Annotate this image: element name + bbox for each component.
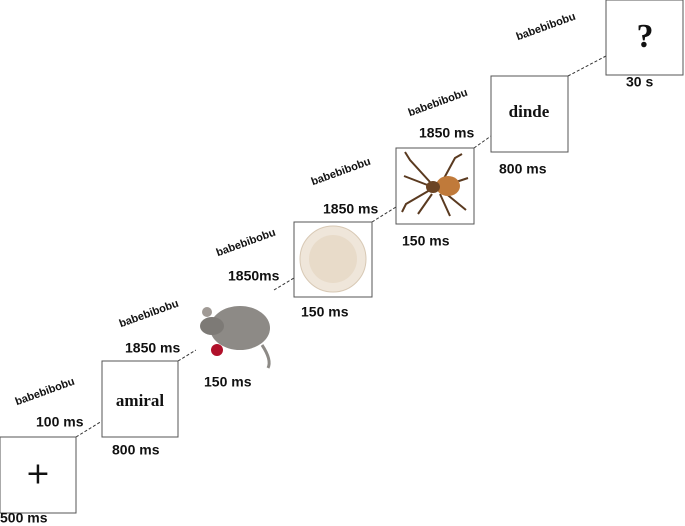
frame-duration: 800 ms bbox=[112, 442, 160, 458]
frame-duration: 30 s bbox=[626, 74, 653, 90]
frame-word: amiral bbox=[116, 391, 164, 410]
frame-duration: 150 ms bbox=[301, 304, 349, 320]
rat-head bbox=[200, 317, 224, 335]
rat-tail bbox=[260, 344, 271, 369]
rat-food bbox=[211, 344, 223, 356]
frame-duration: 150 ms bbox=[204, 374, 252, 390]
connector bbox=[273, 277, 295, 291]
frame-box bbox=[101, 360, 179, 438]
interval-duration: 1850ms bbox=[228, 268, 280, 284]
audio-label: babebibobu bbox=[215, 227, 278, 260]
frame-word: dinde bbox=[509, 102, 550, 121]
audio-label: babebibobu bbox=[14, 376, 77, 409]
spider-abdomen bbox=[436, 176, 460, 196]
audio-label: babebibobu bbox=[118, 298, 181, 331]
connector bbox=[177, 349, 197, 362]
audio-label: babebibobu bbox=[515, 11, 578, 44]
plate-inner bbox=[309, 235, 357, 283]
frame-box bbox=[605, 0, 684, 76]
connectors bbox=[75, 55, 607, 438]
frame-duration: 500 ms bbox=[0, 510, 48, 526]
rat-ear bbox=[202, 307, 212, 317]
frame-duration: 150 ms bbox=[402, 233, 450, 249]
interval-duration: 1850 ms bbox=[323, 201, 378, 217]
frame-box bbox=[490, 75, 569, 153]
rat-body bbox=[210, 306, 270, 350]
connector bbox=[567, 55, 607, 77]
interval-duration: 1850 ms bbox=[125, 340, 180, 356]
audio-label: babebibobu bbox=[310, 156, 373, 189]
connector bbox=[75, 420, 103, 438]
fixation-cross: + bbox=[25, 457, 50, 492]
interval-duration: 100 ms bbox=[36, 414, 84, 430]
frame-box bbox=[0, 436, 77, 514]
frame-duration: 800 ms bbox=[499, 161, 547, 177]
spider-head bbox=[426, 181, 440, 193]
rat-image bbox=[196, 290, 274, 369]
question-mark: ? bbox=[637, 18, 654, 55]
connector bbox=[473, 135, 492, 149]
interval-duration: 1850 ms bbox=[419, 125, 474, 141]
audio-label: babebibobu bbox=[407, 87, 470, 120]
